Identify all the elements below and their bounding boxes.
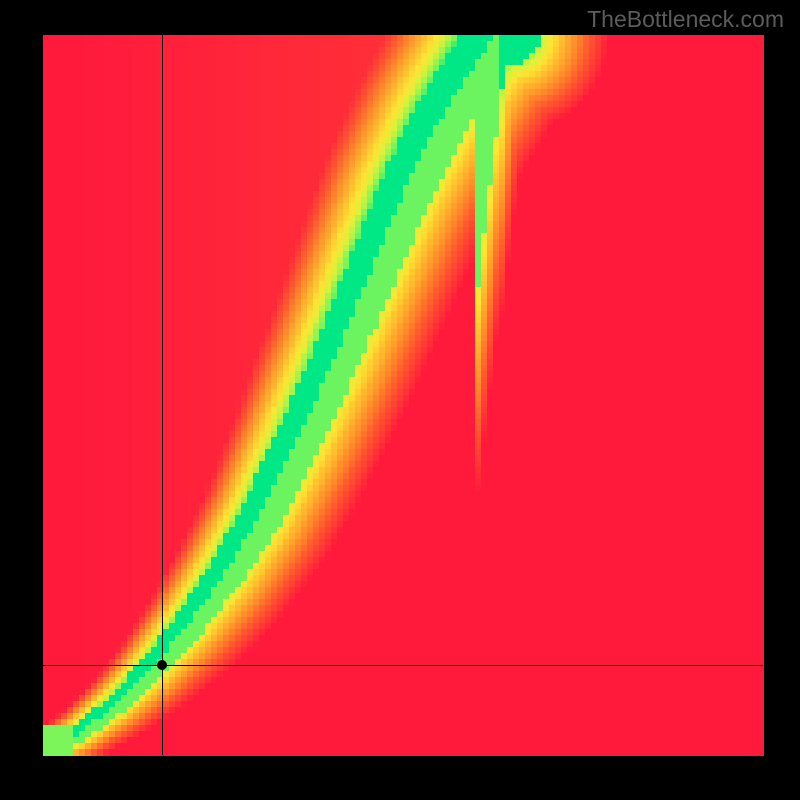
crosshair-marker — [157, 660, 167, 670]
crosshair-vertical — [162, 35, 163, 755]
crosshair-horizontal — [43, 665, 763, 666]
chart-container: TheBottleneck.com — [0, 0, 800, 800]
bottleneck-heatmap — [0, 0, 800, 800]
watermark-label: TheBottleneck.com — [587, 6, 784, 33]
